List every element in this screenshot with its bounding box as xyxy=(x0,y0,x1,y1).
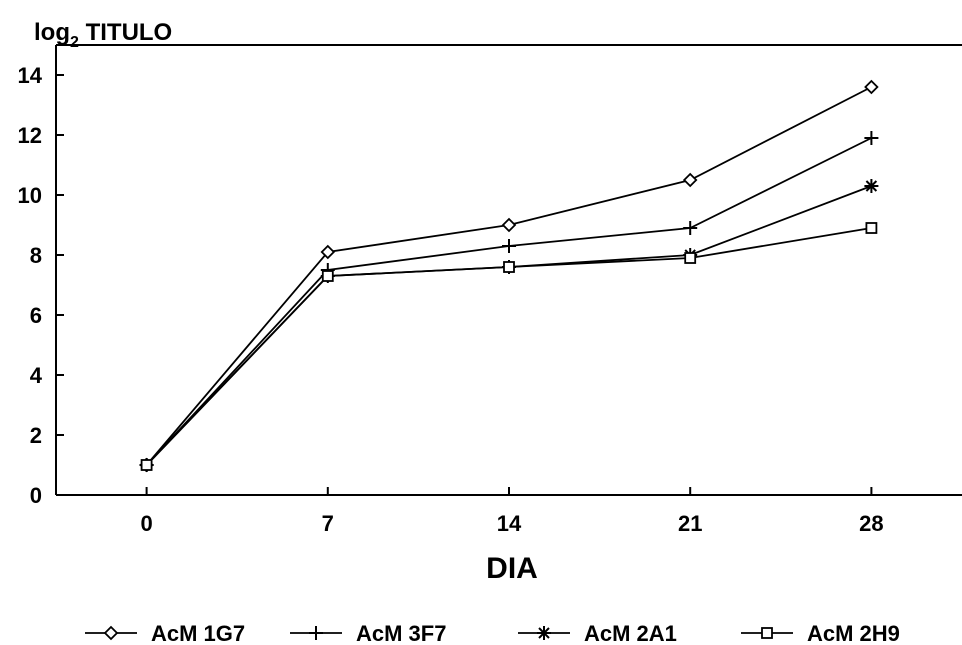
series-line-0 xyxy=(145,86,872,466)
data-point-s3 xyxy=(865,222,878,234)
data-point-s3 xyxy=(684,252,697,264)
data-point-s1 xyxy=(864,131,879,145)
data-point-s3 xyxy=(503,261,515,273)
legend: AcM 1G7 AcM 3F7 AcM 2A1 AcM 2H9 xyxy=(85,621,900,645)
legend-marker xyxy=(309,626,323,640)
ticks: 0 2 4 6 8 10 12 14 0 7 14 21 28 xyxy=(18,63,884,536)
y-tick-label: 6 xyxy=(30,303,42,328)
data-point-s1 xyxy=(683,221,698,235)
data-point-s1 xyxy=(502,239,516,253)
y-tick-label: 4 xyxy=(30,363,43,388)
y-tick-label: 14 xyxy=(18,63,43,88)
y-tick-label: 2 xyxy=(30,423,42,448)
series-line-1 xyxy=(145,137,872,466)
data-point-s0 xyxy=(501,217,517,233)
legend-entry-label: AcM 3F7 xyxy=(356,621,446,645)
data-point-s3 xyxy=(140,459,153,471)
y-tick-label: 0 xyxy=(30,483,42,508)
x-tick-label: 21 xyxy=(678,511,702,536)
legend-entry-label: AcM 2A1 xyxy=(584,621,677,645)
legend-marker xyxy=(761,627,773,639)
legend-entry-label: AcM 2H9 xyxy=(807,621,900,645)
legend-marker xyxy=(537,626,551,640)
y-tick-label: 8 xyxy=(30,243,42,268)
data-point-s0 xyxy=(864,79,879,95)
x-tick-label: 28 xyxy=(859,511,883,536)
x-tick-label: 14 xyxy=(497,511,522,536)
y-tick-label: 12 xyxy=(18,123,42,148)
x-axis-label: DIA xyxy=(486,552,538,585)
series-lines xyxy=(145,86,872,466)
y-tick-label: 10 xyxy=(18,183,42,208)
series-markers xyxy=(139,79,879,473)
data-point-s2 xyxy=(864,179,879,193)
y-axis-label: log2 TITULO xyxy=(34,19,172,51)
legend-marker xyxy=(103,625,119,641)
data-point-s3 xyxy=(321,270,334,282)
x-tick-label: 7 xyxy=(322,511,334,536)
data-point-s0 xyxy=(682,172,698,188)
x-tick-label: 0 xyxy=(140,511,152,536)
legend-entry-label: AcM 1G7 xyxy=(151,621,245,645)
data-point-s0 xyxy=(320,244,336,260)
